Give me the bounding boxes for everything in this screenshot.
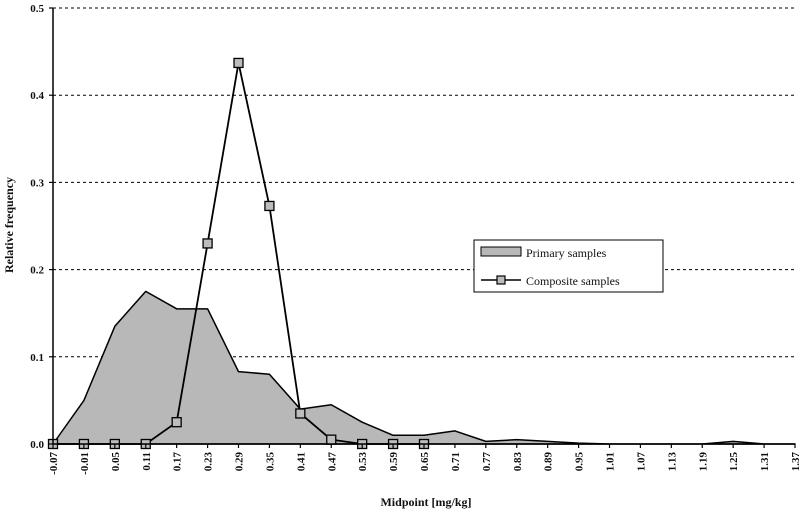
legend-swatch-primary xyxy=(480,246,522,257)
y-tick-label: 0.0 xyxy=(30,439,44,451)
y-tick-label: 0.5 xyxy=(30,3,44,15)
x-tick-label: 0.89 xyxy=(543,452,555,472)
y-tick-label: 0.2 xyxy=(30,265,44,277)
x-tick-label: 0.35 xyxy=(264,452,276,472)
legend-label-composite: Composite samples xyxy=(526,274,620,288)
x-tick-label: 0.17 xyxy=(172,452,184,472)
x-tick-label: 0.53 xyxy=(357,452,369,472)
x-tick-label: 1.37 xyxy=(790,452,802,472)
x-tick-label: 1.01 xyxy=(605,452,617,471)
x-tick-label: 1.19 xyxy=(697,452,709,472)
y-tick-label: 0.1 xyxy=(30,352,44,364)
y-axis-title: Relative frequency xyxy=(2,177,16,273)
x-tick-label: 1.13 xyxy=(666,452,678,472)
x-tick-labels: -0.07 -0.01 0.05 0.11 0.17 0.23 0.29 0.35 0.41 0.… xyxy=(48,452,802,475)
x-tick-label: 1.07 xyxy=(635,452,647,472)
primary-samples-area xyxy=(52,290,796,445)
composite-samples-marker xyxy=(233,57,244,69)
x-tick-label: 0.59 xyxy=(388,452,400,472)
x-tick-label: 0.77 xyxy=(481,452,493,472)
x-tick-label: 0.23 xyxy=(203,452,215,472)
grid-lines xyxy=(53,7,795,358)
composite-samples-marker xyxy=(171,417,182,428)
x-tick-label: 1.31 xyxy=(759,452,771,471)
x-tick-label: 0.41 xyxy=(295,452,307,471)
composite-samples-marker xyxy=(264,200,275,212)
x-tick-label: 0.95 xyxy=(574,452,586,472)
x-tick-label: -0.07 xyxy=(48,452,60,475)
composite-samples-marker xyxy=(202,238,213,249)
x-tick-label: 1.25 xyxy=(728,452,740,472)
x-tick-label: -0.01 xyxy=(79,452,91,475)
y-tick-label: 0.3 xyxy=(30,177,44,189)
legend: Primary samples Composite samples xyxy=(473,239,664,293)
y-tick-label: 0.4 xyxy=(30,90,44,102)
x-axis-title: Midpoint [mg/kg] xyxy=(380,495,471,509)
x-tick-label: 0.47 xyxy=(326,452,338,472)
composite-samples-marker xyxy=(295,408,306,419)
primary-samples-series xyxy=(52,290,796,445)
x-tick-label: 0.05 xyxy=(110,452,122,472)
x-tick-label: 0.71 xyxy=(450,452,462,471)
y-tick-labels: 0.0 0.1 0.2 0.3 0.4 0.5 xyxy=(30,3,44,451)
x-tick-label: 0.29 xyxy=(234,452,246,472)
legend-marker-composite xyxy=(496,275,506,285)
composite-samples-marker xyxy=(326,434,337,445)
x-tick-label: 0.83 xyxy=(512,452,524,472)
axes xyxy=(49,7,796,448)
legend-label-primary: Primary samples xyxy=(526,246,607,260)
x-tick-label: 0.11 xyxy=(141,452,153,471)
x-tick-label: 0.65 xyxy=(419,452,431,472)
